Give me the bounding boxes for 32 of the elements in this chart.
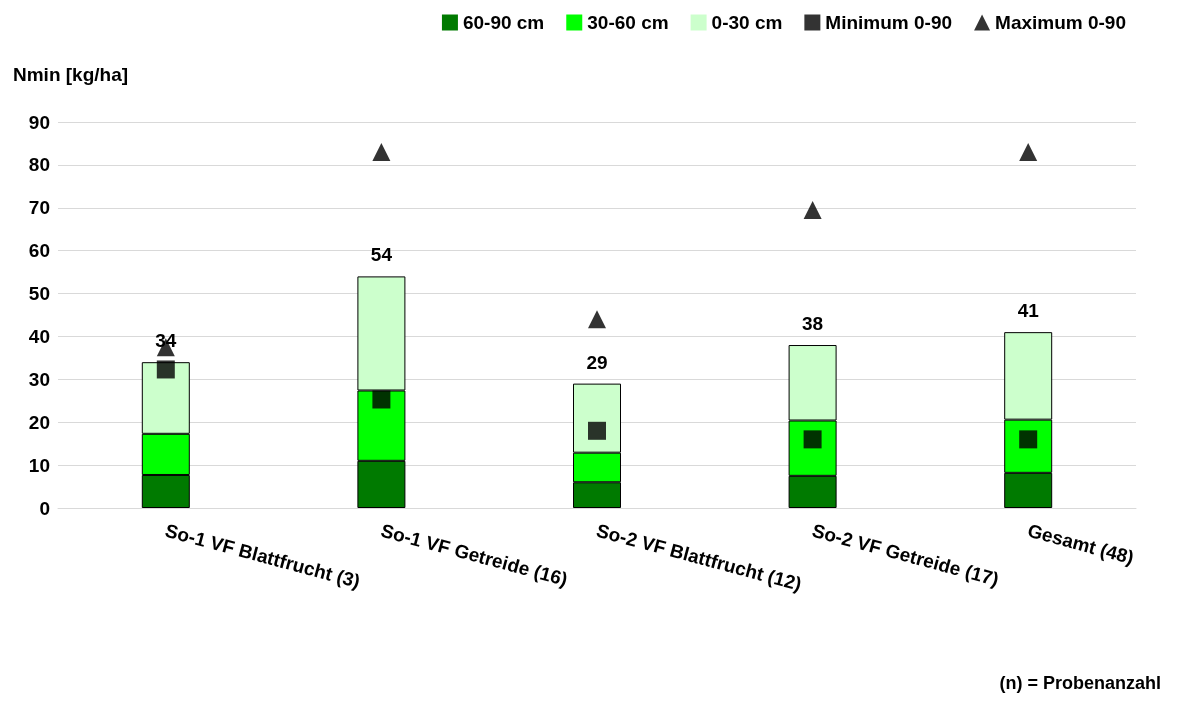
y-tick-label: 50	[28, 283, 50, 305]
x-tick-label: Gesamt (48)	[1025, 519, 1136, 569]
y-tick-label: 10	[28, 454, 50, 476]
y-axis-title: Nmin [kg/ha]	[13, 64, 129, 85]
total-label: 38	[802, 313, 824, 335]
point	[156, 360, 175, 379]
legend-label: 60-90 cm	[462, 12, 545, 33]
legend-label: Maximum 0-90	[995, 12, 1127, 33]
y-tick-label: 30	[28, 368, 50, 390]
point	[1019, 143, 1038, 162]
point	[588, 421, 606, 440]
legend-label: 0-30 cm	[711, 12, 783, 33]
total-label: 29	[586, 351, 608, 373]
x-tick-label: So-1 VF Getreide (16)	[378, 519, 570, 590]
y-tick-label: 90	[28, 111, 50, 133]
legend-label: 30-60 cm	[587, 12, 669, 33]
y-tick-label: 40	[28, 325, 50, 347]
text: (n) = Probenanzahl	[999, 673, 1162, 693]
total-label: 54	[370, 244, 393, 266]
point	[803, 200, 822, 219]
y-tick-label: 60	[28, 240, 50, 262]
point	[588, 310, 606, 329]
y-tick-label: 20	[28, 411, 50, 433]
total-label: 34	[155, 330, 177, 352]
point	[372, 390, 391, 409]
y-tick-label: 80	[28, 154, 50, 176]
legend-label: Minimum 0-90	[825, 12, 953, 33]
point	[372, 143, 391, 162]
total-label: 41	[1017, 300, 1040, 322]
x-tick-label: So-2 VF Getreide (17)	[809, 519, 1001, 590]
y-tick-label: 70	[28, 197, 50, 219]
y-tick-label: 0	[39, 497, 50, 519]
